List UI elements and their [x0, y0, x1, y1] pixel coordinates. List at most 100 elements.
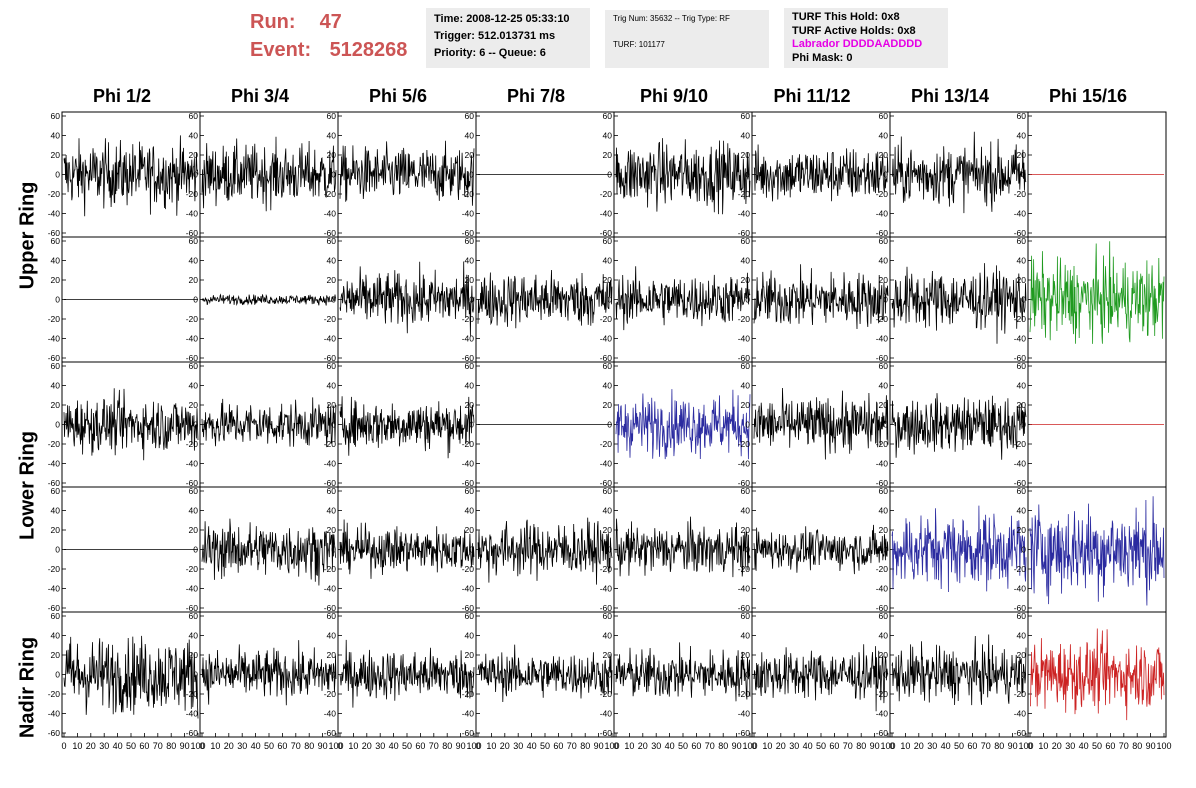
y-tick-label: -20: [876, 689, 889, 699]
waveform-trace: [63, 635, 199, 719]
y-tick-label: -20: [48, 564, 61, 574]
x-tick-label: 10: [900, 741, 910, 751]
x-tick-label: 60: [1105, 741, 1115, 751]
x-tick-label: 50: [264, 741, 274, 751]
y-tick-label: 20: [1017, 525, 1027, 535]
y-tick-label: -40: [1014, 709, 1027, 719]
y-tick-label: -20: [1014, 564, 1027, 574]
y-tick-label: 20: [51, 650, 61, 660]
x-tick-label: 10: [1038, 741, 1048, 751]
col-header-phi-7-8: Phi 7/8: [506, 86, 566, 106]
y-tick-label: 20: [603, 525, 613, 535]
y-tick-label: -60: [186, 728, 199, 738]
y-tick-label: -40: [876, 459, 889, 469]
y-tick-label: 60: [465, 486, 475, 496]
y-tick-label: -40: [324, 209, 337, 219]
y-tick-label: 40: [741, 381, 751, 391]
y-tick-label: -60: [48, 728, 61, 738]
y-tick-label: -40: [1014, 334, 1027, 344]
waveform-trace: [339, 396, 475, 459]
y-tick-label: 0: [883, 670, 888, 680]
y-tick-label: -60: [876, 603, 889, 613]
waveform-trace: [477, 517, 613, 585]
y-tick-label: 40: [465, 631, 475, 641]
x-tick-label: 10: [72, 741, 82, 751]
y-tick-label: -40: [324, 334, 337, 344]
y-tick-label: -20: [186, 439, 199, 449]
y-tick-label: -20: [186, 189, 199, 199]
x-tick-label: 50: [126, 741, 136, 751]
y-tick-label: 20: [51, 150, 61, 160]
y-tick-label: -20: [600, 439, 613, 449]
col-header-phi-13-14: Phi 13/14: [910, 86, 990, 106]
y-tick-label: 0: [469, 295, 474, 305]
y-tick-label: 20: [189, 275, 199, 285]
y-tick-label: -60: [600, 228, 613, 238]
y-tick-label: -60: [1014, 603, 1027, 613]
y-tick-label: -40: [462, 209, 475, 219]
y-tick-label: 40: [603, 381, 613, 391]
y-tick-label: 0: [1021, 420, 1026, 430]
y-tick-label: 0: [607, 295, 612, 305]
x-tick-label: 50: [540, 741, 550, 751]
y-tick-label: 40: [879, 131, 889, 141]
col-header-phi-9-10: Phi 9/10: [639, 86, 709, 106]
x-tick-label: 70: [1119, 741, 1129, 751]
y-tick-label: -40: [1014, 209, 1027, 219]
x-tick-label: 70: [705, 741, 715, 751]
x-tick-label: 90: [1146, 741, 1156, 751]
y-tick-label: 40: [741, 631, 751, 641]
y-tick-label: 20: [879, 150, 889, 160]
y-tick-label: -60: [186, 603, 199, 613]
y-tick-label: -20: [600, 189, 613, 199]
y-tick-label: 60: [51, 611, 61, 621]
y-tick-label: -20: [462, 439, 475, 449]
x-tick-label: 50: [402, 741, 412, 751]
y-tick-label: -20: [1014, 439, 1027, 449]
x-tick-label: 30: [513, 741, 523, 751]
y-tick-label: 60: [1017, 361, 1027, 371]
x-tick-label: 10: [762, 741, 772, 751]
y-tick-label: -20: [600, 314, 613, 324]
y-tick-label: 0: [607, 545, 612, 555]
run-value: 47: [319, 11, 342, 33]
priority-text: Priority: 6 -- Queue: 6: [434, 47, 546, 59]
turf-active-holds-text: TURF Active Holds: 0x8: [792, 24, 916, 37]
y-tick-label: 60: [327, 236, 337, 246]
y-tick-label: -40: [600, 334, 613, 344]
x-tick-label: 0: [613, 741, 618, 751]
y-tick-label: 60: [51, 236, 61, 246]
y-tick-label: -60: [462, 728, 475, 738]
y-tick-label: 0: [193, 670, 198, 680]
y-tick-label: 20: [879, 400, 889, 410]
y-tick-label: 40: [51, 256, 61, 266]
y-tick-label: -60: [462, 228, 475, 238]
y-tick-label: -60: [324, 353, 337, 363]
waveform-trace: [753, 264, 889, 330]
x-tick-label: 0: [61, 741, 66, 751]
x-tick-label: 60: [415, 741, 425, 751]
x-tick-label: 30: [375, 741, 385, 751]
y-tick-label: 0: [193, 420, 198, 430]
x-tick-label: 80: [580, 741, 590, 751]
x-tick-label: 10: [624, 741, 634, 751]
y-tick-label: 40: [879, 506, 889, 516]
x-tick-label: 20: [86, 741, 96, 751]
x-tick-label: 90: [180, 741, 190, 751]
event-label: Event:: [250, 39, 312, 61]
y-tick-label: 60: [741, 611, 751, 621]
y-tick-label: 0: [745, 545, 750, 555]
y-tick-label: 0: [469, 545, 474, 555]
x-tick-label: 20: [500, 741, 510, 751]
y-tick-label: 20: [741, 275, 751, 285]
waveform-trace: [1029, 241, 1165, 344]
y-tick-label: -20: [324, 314, 337, 324]
x-tick-label: 70: [567, 741, 577, 751]
y-tick-label: -20: [324, 439, 337, 449]
y-tick-label: 60: [465, 611, 475, 621]
y-tick-label: -60: [738, 478, 751, 488]
y-tick-label: -40: [462, 584, 475, 594]
x-tick-label: 40: [941, 741, 951, 751]
y-tick-label: -20: [462, 564, 475, 574]
waveform-trace: [339, 519, 475, 579]
